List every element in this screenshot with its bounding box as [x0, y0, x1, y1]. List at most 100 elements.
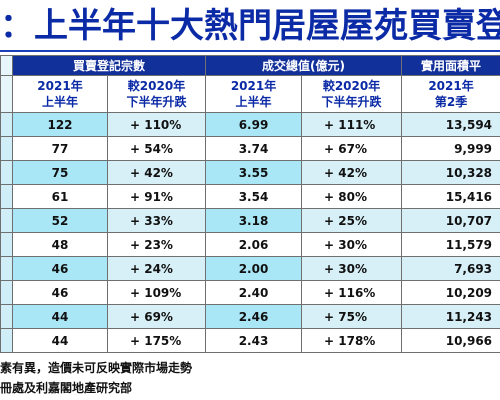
- value-change-cell: + 30%: [301, 232, 403, 257]
- sub-header-value: 2021年上半年: [205, 75, 303, 113]
- group-header-row: 買賣登記宗數 成交總值(億元) 實用面積平: [0, 55, 500, 76]
- value-cell: 2.46: [205, 304, 303, 329]
- footnotes: 素有異，造價未可反映實際市場走勢 冊處及利嘉閣地產研究部: [0, 358, 192, 398]
- value-cell: 3.74: [205, 136, 303, 161]
- sub-header-line: 2021年: [428, 79, 474, 93]
- estate-cell: [0, 136, 13, 161]
- footnote-line: 素有異，造價未可反映實際市場走勢: [0, 361, 193, 375]
- table-row: 44 + 175% 2.43 + 178% 10,966: [0, 328, 500, 353]
- count-cell: 46: [12, 280, 108, 305]
- count-change-cell: + 109%: [106, 280, 207, 305]
- value-cell: 2.40: [205, 280, 303, 305]
- value-cell: 3.18: [205, 208, 303, 233]
- area-cell: 13,594: [401, 112, 500, 137]
- count-change-cell: + 33%: [106, 208, 207, 233]
- table-row: 75 + 42% 3.55 + 42% 10,328: [0, 160, 500, 185]
- estate-cell: [0, 184, 13, 209]
- area-cell: 7,693: [401, 256, 500, 281]
- sub-header-line: 上半年: [235, 95, 272, 109]
- estate-cell: [0, 328, 13, 353]
- count-cell: 77: [12, 136, 108, 161]
- title-bar: ：上半年十大熱門居屋屋苑買賣登記: [0, 0, 500, 52]
- count-change-cell: + 110%: [106, 112, 207, 137]
- group-header-count: 買賣登記宗數: [11, 55, 207, 76]
- estate-cell: [0, 280, 13, 305]
- count-cell: 48: [12, 232, 108, 257]
- value-change-cell: + 116%: [301, 280, 403, 305]
- area-cell: 10,707: [401, 208, 500, 233]
- sub-header-count: 2021年上半年: [12, 75, 108, 113]
- footnote-line: 冊處及利嘉閣地產研究部: [0, 381, 133, 395]
- table-row: 44 + 69% 2.46 + 75% 11,243: [0, 304, 500, 329]
- value-change-cell: + 42%: [301, 160, 403, 185]
- table-body: 122 + 110% 6.99 + 111% 13,594 77 + 54% 3.74 + 67…: [0, 112, 500, 353]
- sub-header-value-change: 較2020年 下半年升跌: [301, 75, 403, 113]
- value-cell: 3.54: [205, 184, 303, 209]
- table-row: 46 + 109% 2.40 + 116% 10,209: [0, 280, 500, 305]
- title-underline: [0, 50, 500, 52]
- table-row: 48 + 23% 2.06 + 30% 11,579: [0, 232, 500, 257]
- table-row: 46 + 24% 2.00 + 30% 7,693: [0, 256, 500, 281]
- estate-cell: [0, 304, 13, 329]
- value-change-cell: + 178%: [301, 328, 403, 353]
- count-change-cell: + 42%: [106, 160, 207, 185]
- count-change-cell: + 24%: [106, 256, 207, 281]
- table-row: 52 + 33% 3.18 + 25% 10,707: [0, 208, 500, 233]
- count-cell: 75: [12, 160, 108, 185]
- sub-header-line: 上半年: [41, 95, 78, 109]
- value-change-cell: + 75%: [301, 304, 403, 329]
- count-cell: 52: [12, 208, 108, 233]
- sub-header-line: 下半年升跌: [126, 95, 187, 109]
- value-change-cell: + 67%: [301, 136, 403, 161]
- value-change-cell: + 111%: [301, 112, 403, 137]
- sub-header-row: 2021年 上半年 較2020年 下半年升跌 2021年 上半年 較2020年 下半年升…: [0, 75, 500, 113]
- estate-cell: [0, 112, 13, 137]
- value-cell: 6.99: [205, 112, 303, 137]
- group-header-area: 實用面積平: [401, 55, 500, 76]
- sub-header-line: 2021年: [37, 79, 83, 93]
- value-cell: 2.43: [205, 328, 303, 353]
- count-cell: 61: [12, 184, 108, 209]
- sub-header-line: 第2季: [434, 95, 468, 109]
- group-header-value: 成交總值(億元): [205, 55, 403, 76]
- sub-header-count-change: 較2020年 下半年升跌: [106, 75, 207, 113]
- estate-cell: [0, 208, 13, 233]
- count-cell: 46: [12, 256, 108, 281]
- value-change-cell: + 80%: [301, 184, 403, 209]
- count-change-cell: + 175%: [106, 328, 207, 353]
- count-change-cell: + 91%: [106, 184, 207, 209]
- count-change-cell: + 23%: [106, 232, 207, 257]
- estate-cell: [0, 232, 13, 257]
- area-cell: 15,416: [401, 184, 500, 209]
- estate-column-edge: [0, 55, 13, 76]
- sub-header-line: 較2020年: [322, 79, 381, 93]
- estate-cell: [0, 160, 13, 185]
- sub-header-line: 較2020年: [127, 79, 186, 93]
- table-row: 61 + 91% 3.54 + 80% 15,416: [0, 184, 500, 209]
- transactions-table: 買賣登記宗數 成交總值(億元) 實用面積平 2021年 上半年 較2020年 下半年…: [0, 55, 500, 353]
- page-title: ：上半年十大熱門居屋屋苑買賣登記: [0, 6, 500, 46]
- table-row: 77 + 54% 3.74 + 67% 9,999: [0, 136, 500, 161]
- sub-header-line: 下半年升跌: [321, 95, 382, 109]
- area-cell: 11,579: [401, 232, 500, 257]
- area-cell: 10,966: [401, 328, 500, 353]
- count-change-cell: + 69%: [106, 304, 207, 329]
- count-cell: 44: [12, 304, 108, 329]
- area-cell: 10,328: [401, 160, 500, 185]
- count-change-cell: + 54%: [106, 136, 207, 161]
- area-cell: 11,243: [401, 304, 500, 329]
- table-row: 122 + 110% 6.99 + 111% 13,594: [0, 112, 500, 137]
- estate-column-edge: [0, 75, 13, 113]
- value-cell: 2.00: [205, 256, 303, 281]
- sub-header-line: 2021年: [230, 79, 277, 93]
- estate-cell: [0, 256, 13, 281]
- area-cell: 10,209: [401, 280, 500, 305]
- sub-header-area: 2021年第2季: [401, 75, 500, 113]
- value-cell: 3.55: [205, 160, 303, 185]
- value-cell: 2.06: [205, 232, 303, 257]
- area-cell: 9,999: [401, 136, 500, 161]
- value-change-cell: + 30%: [301, 256, 403, 281]
- count-cell: 122: [12, 112, 108, 137]
- count-cell: 44: [12, 328, 108, 353]
- value-change-cell: + 25%: [301, 208, 403, 233]
